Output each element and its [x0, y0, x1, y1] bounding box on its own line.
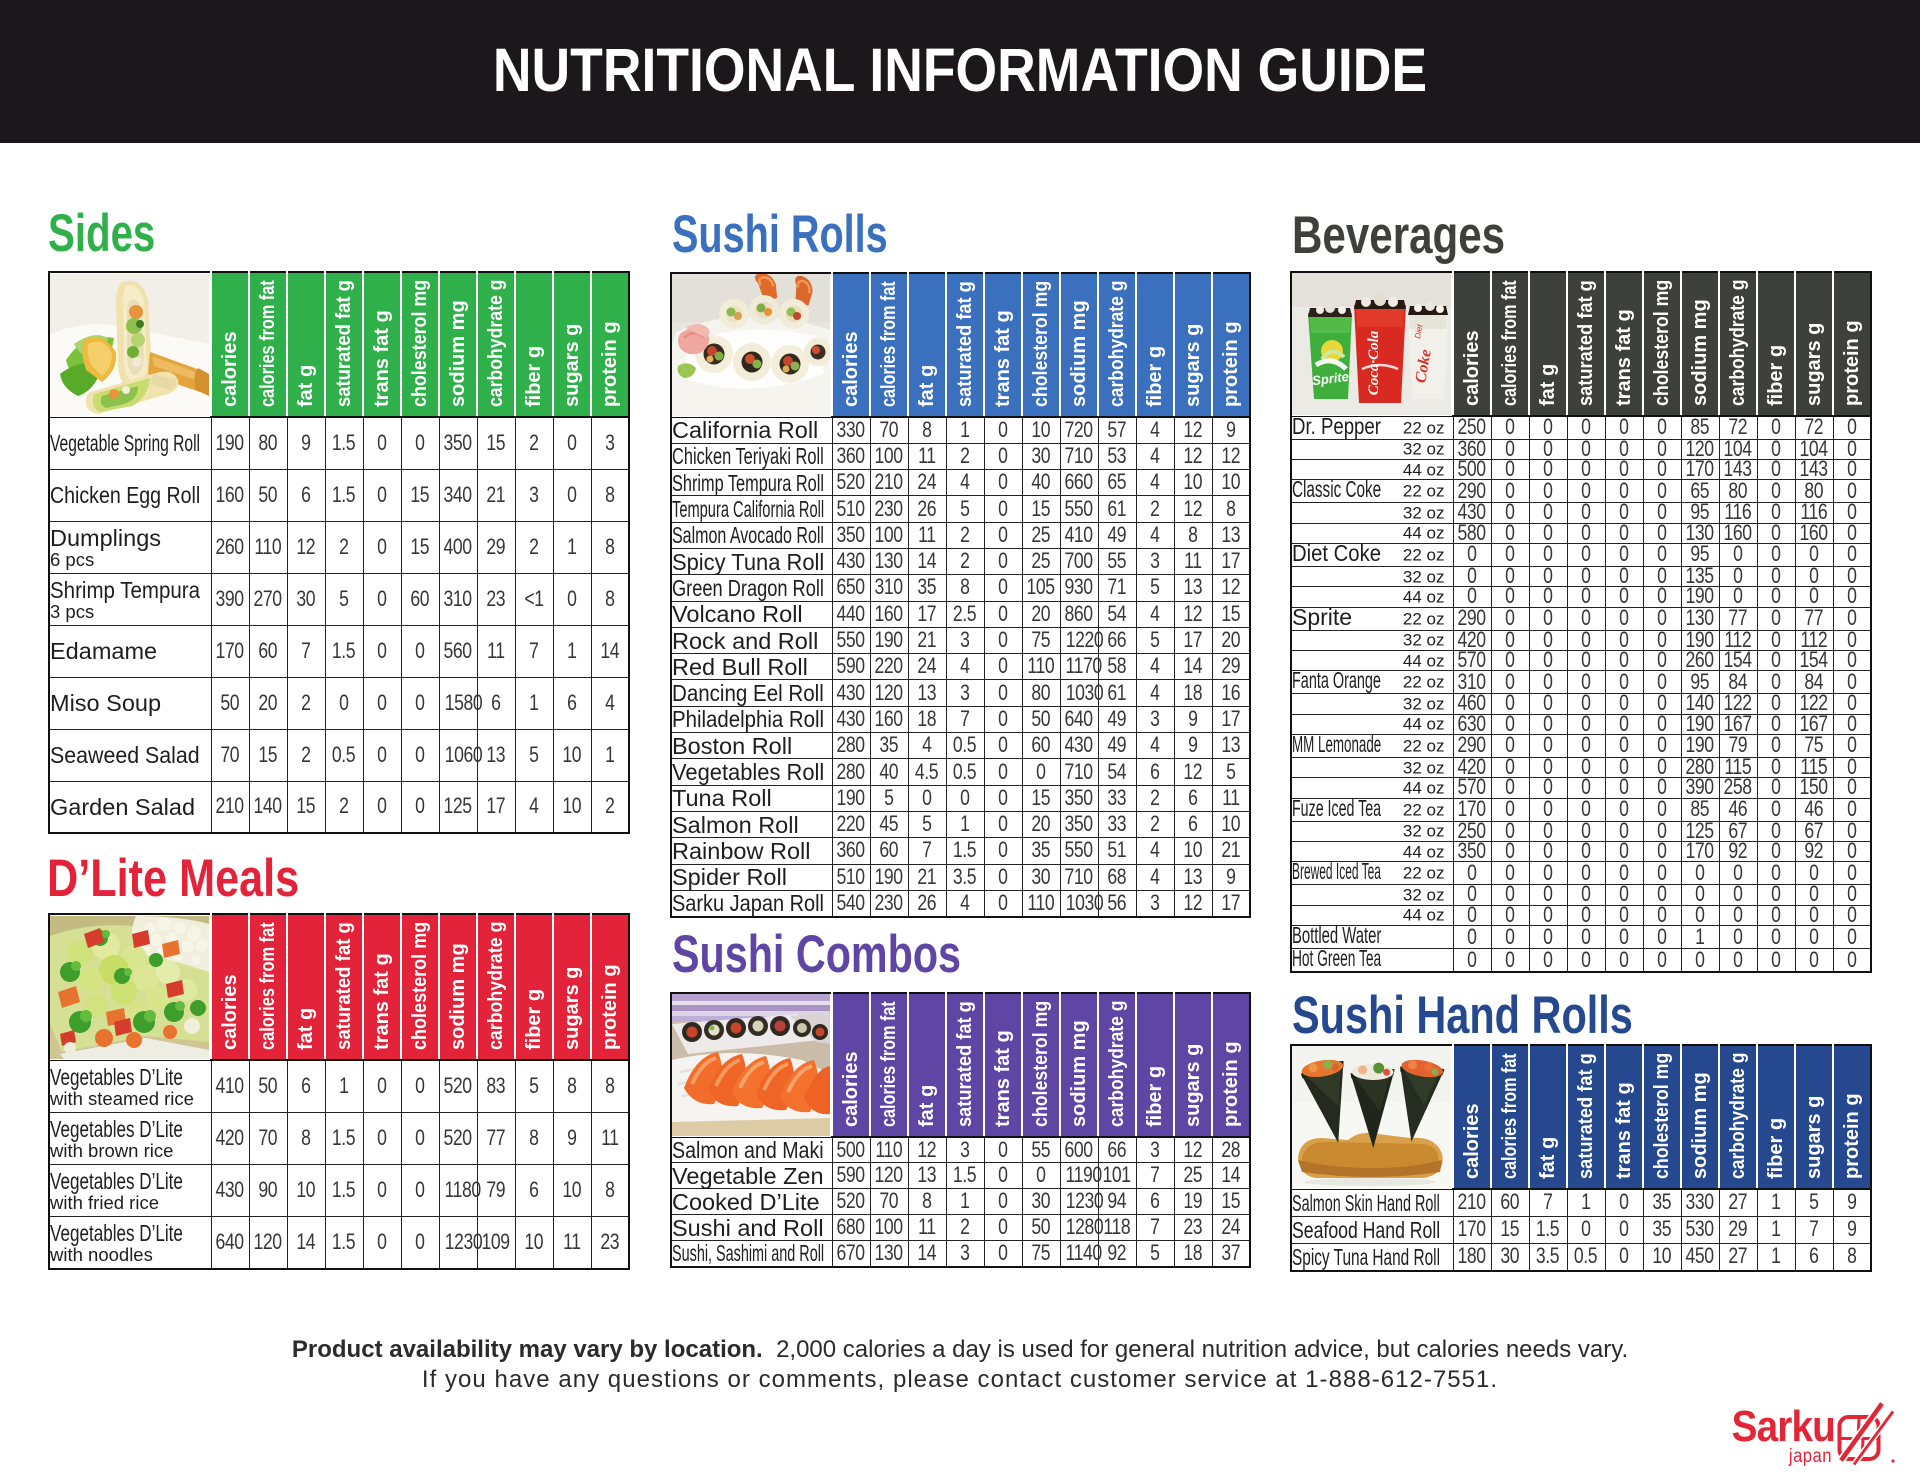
svg-text:Coca·Cola: Coca·Cola [1366, 330, 1382, 395]
svg-text:japan: japan [1788, 1445, 1832, 1466]
svg-text:Coke: Coke [1412, 348, 1435, 384]
svg-text:Sarku: Sarku [1732, 1401, 1835, 1451]
svg-text:Diet: Diet [1413, 323, 1424, 339]
svg-text:Sprite: Sprite [1311, 369, 1349, 388]
